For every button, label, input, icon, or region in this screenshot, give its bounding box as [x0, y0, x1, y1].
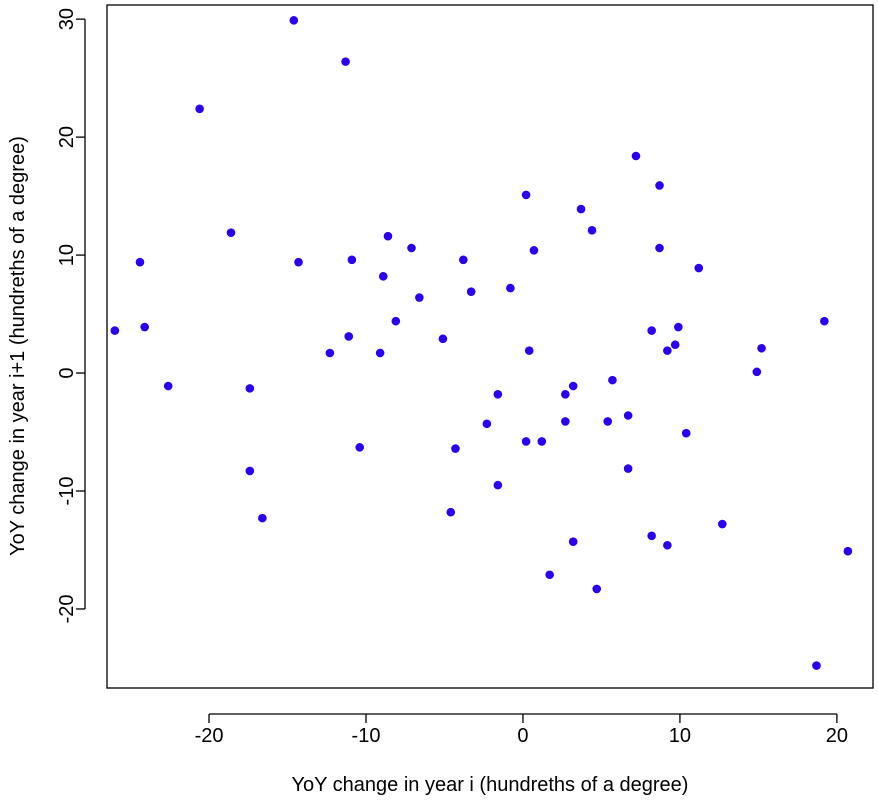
data-point — [289, 16, 299, 25]
data-point — [752, 367, 762, 377]
data-point — [561, 417, 570, 426]
data-point — [623, 464, 633, 473]
x-tick-label: -20 — [195, 725, 224, 747]
data-point — [812, 661, 821, 670]
x-axis-title: YoY change in year i (hundreths of a deg… — [292, 774, 689, 796]
data-point — [407, 243, 416, 253]
data-point — [521, 437, 531, 446]
data-point — [576, 204, 586, 214]
data-point — [344, 332, 354, 341]
data-point — [446, 507, 456, 517]
x-tick-label: 10 — [669, 725, 691, 747]
data-point — [258, 513, 267, 523]
data-point — [537, 437, 547, 446]
data-point — [482, 419, 492, 429]
data-point — [226, 228, 236, 237]
data-point — [135, 257, 145, 267]
data-point — [506, 283, 515, 293]
data-point — [195, 104, 204, 114]
data-point — [391, 316, 401, 326]
data-point — [561, 389, 570, 399]
data-points — [110, 16, 853, 670]
data-point — [623, 411, 633, 420]
data-point — [587, 226, 597, 235]
plot-frame — [106, 4, 874, 689]
y-tick-label: 30 — [56, 8, 78, 30]
data-point — [655, 243, 664, 253]
data-point — [681, 428, 691, 438]
y-tick-label: -10 — [56, 477, 78, 506]
data-point — [245, 384, 255, 393]
y-tick-label: 20 — [56, 126, 78, 148]
data-point — [655, 181, 664, 190]
data-point — [110, 326, 120, 335]
data-point — [674, 322, 683, 332]
x-tick-label: -10 — [352, 725, 381, 747]
data-point — [524, 346, 534, 355]
y-axis-title: YoY change in year i+1 (hundreths of a d… — [7, 136, 29, 556]
data-point — [355, 443, 365, 452]
data-point — [647, 326, 656, 335]
data-point — [529, 246, 539, 255]
data-point — [820, 316, 829, 326]
data-point — [757, 343, 766, 353]
data-point — [545, 570, 554, 580]
data-point — [451, 444, 460, 453]
data-point — [663, 346, 672, 355]
data-point — [347, 255, 357, 265]
data-point — [341, 57, 350, 66]
data-point — [663, 540, 672, 550]
data-point — [325, 348, 335, 358]
data-point — [493, 480, 503, 490]
x-tick-label: 20 — [826, 725, 848, 747]
data-point — [603, 417, 613, 426]
y-tick-label: 10 — [56, 244, 78, 266]
data-point — [378, 272, 388, 281]
data-point — [694, 263, 704, 273]
data-point — [415, 293, 424, 302]
data-point — [592, 584, 602, 594]
data-point — [493, 389, 503, 399]
data-point — [140, 322, 149, 332]
data-point — [163, 381, 173, 391]
x-tick-label: 0 — [517, 725, 528, 747]
data-point — [459, 255, 468, 265]
data-point — [466, 287, 476, 296]
data-point — [568, 537, 578, 547]
y-axis: -20 -10 0 10 20 30 — [56, 8, 86, 624]
data-point — [383, 231, 393, 241]
data-point — [438, 334, 448, 344]
y-tick-label: -20 — [56, 595, 78, 624]
x-axis: -20 -10 0 10 20 — [195, 713, 848, 747]
data-point — [647, 531, 656, 541]
data-point — [631, 151, 641, 161]
y-tick-label: 0 — [56, 367, 78, 378]
data-point — [294, 257, 303, 267]
data-point — [568, 381, 578, 391]
data-point — [245, 466, 255, 476]
data-point — [843, 546, 853, 556]
data-point — [718, 519, 727, 529]
data-point — [521, 190, 531, 200]
data-point — [608, 375, 617, 385]
data-point — [375, 348, 385, 358]
data-point — [670, 340, 680, 350]
